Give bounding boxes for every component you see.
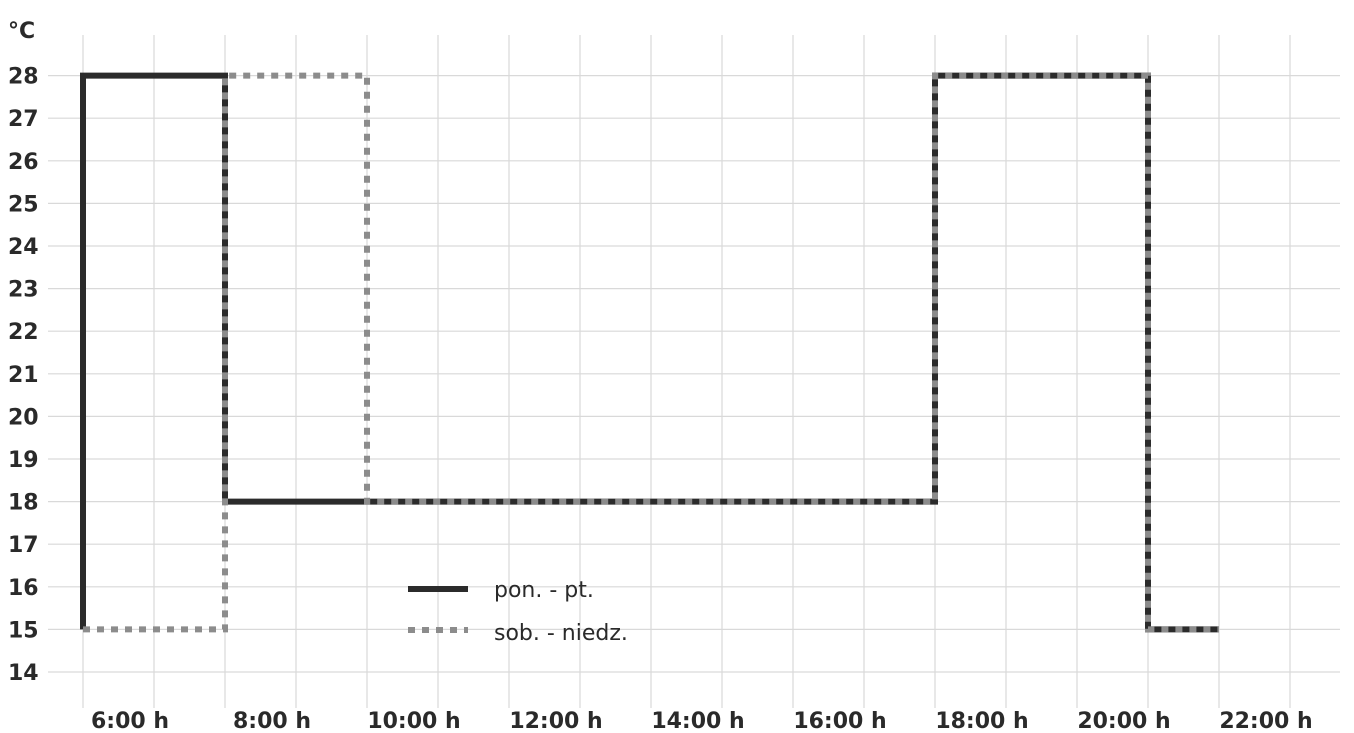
x-tick-label: 14:00 h <box>651 709 744 733</box>
y-tick-label: 16 <box>8 576 39 601</box>
y-tick-label: 23 <box>8 278 39 303</box>
legend-label-series-1: pon. - pt. <box>494 578 594 603</box>
y-tick-label: 17 <box>8 533 39 558</box>
x-tick-label: 6:00 h <box>91 709 169 733</box>
x-tick-label: 16:00 h <box>793 709 886 733</box>
y-tick-label: 25 <box>8 192 39 217</box>
x-tick-label: 20:00 h <box>1077 709 1170 733</box>
x-tick-label: 8:00 h <box>233 709 311 733</box>
series-line-1 <box>80 72 1219 633</box>
y-tick-label: 18 <box>8 491 39 516</box>
x-tick-label: 12:00 h <box>509 709 602 733</box>
y-tick-label: 27 <box>8 107 39 132</box>
series-layer <box>80 72 1219 633</box>
x-axis-ticks: 6:00 h 8:00 h 10:00 h 12:00 h 14:00 h 16:00 h… <box>91 709 1313 733</box>
y-tick-label: 15 <box>8 618 39 643</box>
legend-label-series-2: sob. - niedz. <box>494 621 628 646</box>
x-tick-label: 10:00 h <box>367 709 460 733</box>
y-tick-label: 28 <box>8 65 39 90</box>
y-tick-label: 21 <box>8 363 39 388</box>
y-tick-label: 14 <box>8 661 39 686</box>
y-axis-ticks: 14 15 16 17 18 19 20 21 22 23 24 25 26 27 28 <box>8 65 39 686</box>
x-tick-label: 18:00 h <box>935 709 1028 733</box>
series-line-2 <box>83 72 1219 633</box>
y-tick-label: 20 <box>8 405 39 430</box>
y-tick-label: 19 <box>8 448 39 473</box>
y-tick-label: 26 <box>8 150 39 175</box>
y-axis-unit-label: °C <box>8 19 35 44</box>
y-tick-label: 22 <box>8 320 39 345</box>
x-tick-label: 22:00 h <box>1219 709 1312 733</box>
y-tick-label: 24 <box>8 235 39 260</box>
legend: pon. - pt. sob. - niedz. <box>408 578 628 646</box>
